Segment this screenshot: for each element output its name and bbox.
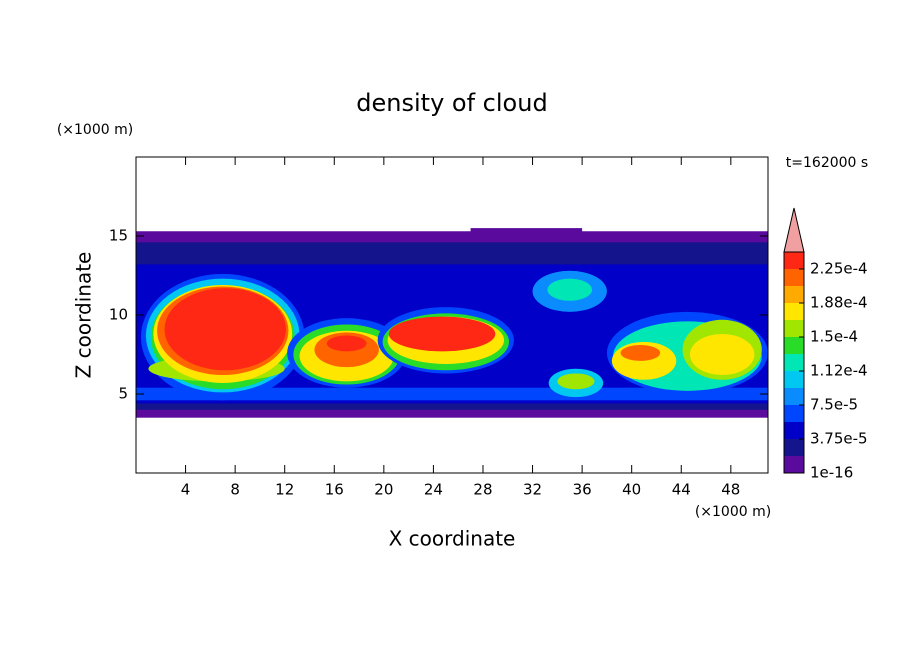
- contour-cell: [164, 288, 286, 371]
- x-tick-label: 24: [424, 481, 443, 499]
- contour-cell: [689, 333, 755, 376]
- x-tick-label: 8: [230, 481, 240, 499]
- contour-cell: [547, 278, 593, 301]
- contour-cell: [620, 345, 661, 361]
- y-tick-label: 15: [109, 227, 128, 245]
- colorbar-band: [784, 354, 804, 371]
- x-axis-label: X coordinate: [389, 527, 516, 551]
- colorbar-band: [784, 269, 804, 286]
- colorbar-band: [784, 388, 804, 405]
- y-tick-label: 5: [118, 385, 128, 403]
- x-tick-label: 36: [573, 481, 592, 499]
- colorbar-band: [784, 439, 804, 456]
- colorbar-tick-label: 3.75e-5: [810, 430, 868, 448]
- colorbar-tick-label: 1.88e-4: [810, 294, 868, 312]
- y-axis-label: Z coordinate: [72, 252, 96, 379]
- x-tick-label: 44: [672, 481, 691, 499]
- x-tick-label: 28: [473, 481, 492, 499]
- colorbar-band: [784, 303, 804, 320]
- colorbar-band: [784, 405, 804, 422]
- chart-title: density of cloud: [356, 89, 547, 117]
- colorbar-band: [784, 320, 804, 337]
- colorbar-frame: [783, 251, 805, 474]
- contour-cell: [388, 316, 496, 352]
- colorbar-tick-label: 7.5e-5: [810, 396, 858, 414]
- time-label: t=162000 s: [786, 155, 868, 171]
- x-tick-label: 40: [622, 481, 641, 499]
- colorbar-band: [784, 422, 804, 439]
- x-tick-label: 16: [325, 481, 344, 499]
- x-tick-label: 32: [523, 481, 542, 499]
- contour-layer: [470, 228, 583, 236]
- y-unit: (×1000 m): [57, 122, 133, 138]
- colorbar-band: [784, 252, 804, 269]
- x-tick-label: 12: [275, 481, 294, 499]
- contour-field: [136, 228, 768, 418]
- colorbar-band: [784, 286, 804, 303]
- x-tick-label: 4: [181, 481, 191, 499]
- x-unit: (×1000 m): [695, 504, 771, 520]
- colorbar-tick-label: 1e-16: [810, 464, 853, 482]
- colorbar-band: [784, 371, 804, 388]
- contour-cell: [557, 373, 595, 390]
- colorbar-band: [784, 337, 804, 354]
- contour-cell: [326, 335, 367, 352]
- colorbar-tick-label: 2.25e-4: [810, 260, 868, 278]
- colorbar-tick-label: 1.5e-4: [810, 328, 858, 346]
- y-tick-label: 10: [109, 306, 128, 324]
- colorbar-band: [784, 456, 804, 473]
- contour-layer: [136, 387, 768, 401]
- colorbar-tick-label: 1.12e-4: [810, 362, 868, 380]
- x-tick-label: 48: [721, 481, 740, 499]
- x-tick-label: 20: [374, 481, 393, 499]
